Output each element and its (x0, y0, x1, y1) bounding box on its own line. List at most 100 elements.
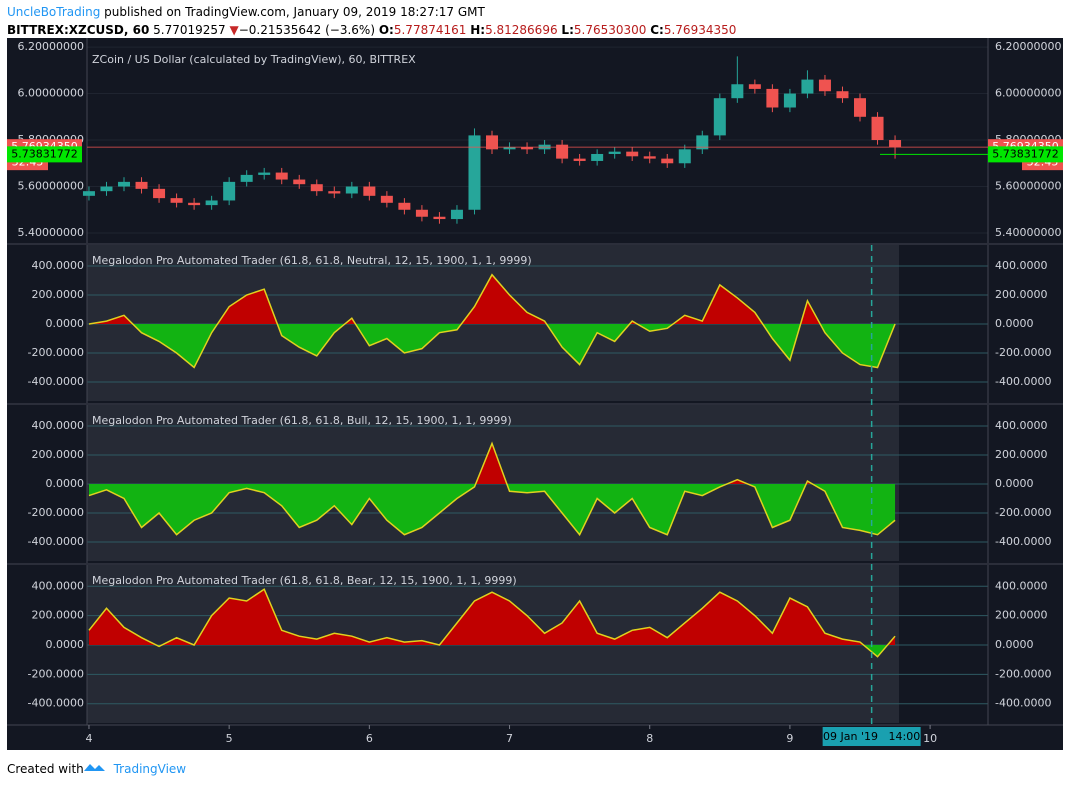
crosshair-label-box (822, 727, 921, 746)
candle-body (678, 149, 691, 164)
pane-title: Megalodon Pro Automated Trader (61.8, 61… (92, 414, 512, 427)
area-positive (88, 443, 896, 484)
candle-body (275, 172, 288, 180)
y-tick-label: 5.40000000 (995, 226, 1061, 239)
candle-body (731, 84, 744, 99)
area-negative (88, 484, 896, 535)
oscillator-line (88, 273, 896, 369)
area-positive (88, 589, 896, 645)
ohlc-value: 5.76934350 (664, 23, 737, 37)
plots: 5.40000000 5.40000000 5.60000000 5.60000000… (7, 38, 1063, 746)
candle-body (748, 84, 761, 89)
candle-body (170, 198, 183, 203)
y-tick-label: 200.0000 (32, 288, 85, 301)
candle-body (836, 91, 849, 99)
x-tick-label: 10 (923, 732, 937, 745)
y-tick-label: 400.0000 (32, 419, 85, 432)
candle-body (415, 209, 428, 217)
candle-body (468, 135, 481, 210)
y-tick-label: 5.60000000 (18, 180, 84, 193)
candle-body (661, 158, 674, 164)
y-tick-label: -400.0000 (28, 697, 84, 710)
y-tick-label: 0.0000 (46, 638, 85, 651)
ohlc-value: 5.81286696 (485, 23, 558, 37)
candle-body (713, 98, 726, 136)
y-tick-label: 0.0000 (46, 317, 85, 330)
y-tick-label: 5.40000000 (18, 226, 84, 239)
y-tick-label: -200.0000 (995, 346, 1051, 359)
crosshair-label: 09 Jan '19 14:00 (823, 730, 920, 743)
candle-body (801, 79, 814, 94)
x-tick-label: 6 (366, 732, 373, 745)
published-text: published on TradingView.com, January 09… (104, 5, 485, 19)
header-line: UncleBoTrading published on TradingView.… (7, 5, 485, 19)
y-tick-label: 400.0000 (32, 579, 85, 592)
candle-body (854, 98, 867, 117)
brand[interactable]: TradingView (113, 762, 187, 776)
y-tick-label: -200.0000 (995, 506, 1051, 519)
candle-body (433, 216, 446, 220)
candle-body (328, 191, 341, 194)
candle-body (591, 153, 604, 161)
ohlc-label: O: (379, 23, 394, 37)
y-tick-label: 200.0000 (32, 448, 85, 461)
area-negative (88, 324, 896, 368)
candle-body (556, 144, 569, 159)
y-tick-label: -200.0000 (995, 667, 1051, 680)
level-label-box (988, 146, 1063, 163)
y-tick-label: 200.0000 (32, 609, 85, 622)
y-tick-label: 400.0000 (995, 259, 1048, 272)
candle-body (293, 179, 306, 185)
pane-title: ZCoin / US Dollar (calculated by Trading… (92, 53, 416, 66)
candle-body (696, 135, 709, 150)
candle-body (626, 151, 639, 157)
candle-body (503, 147, 516, 150)
candle-body (345, 186, 358, 194)
y-tick-label: 400.0000 (32, 259, 85, 272)
y-tick-label: 6.00000000 (995, 87, 1061, 100)
price: 5.77019257 (153, 23, 226, 37)
ohlc-value: 5.76530300 (574, 23, 647, 37)
level-label: 5.73831772 (992, 147, 1058, 160)
candle-body (608, 151, 621, 154)
candle-body (871, 116, 884, 141)
candle-body (889, 140, 902, 148)
y-tick-label: 0.0000 (995, 317, 1034, 330)
oscillator-line (88, 441, 896, 537)
area-positive (88, 274, 896, 324)
ohlc-label: L: (561, 23, 573, 37)
candle-body (398, 202, 411, 210)
publisher[interactable]: UncleBoTrading (7, 5, 100, 19)
candle-body (450, 209, 463, 220)
y-tick-label: 0.0000 (46, 477, 85, 490)
candle-body (380, 195, 393, 203)
y-tick-label: 200.0000 (995, 609, 1048, 622)
ohlc-label: H: (470, 23, 485, 37)
candle-body (310, 184, 323, 192)
candle-body (643, 156, 656, 159)
candle-body (188, 202, 201, 206)
x-tick-label: 8 (646, 732, 653, 745)
candle-body (118, 181, 131, 187)
y-tick-label: -200.0000 (28, 667, 84, 680)
pane-title: Megalodon Pro Automated Trader (61.8, 61… (92, 574, 517, 587)
y-tick-label: 400.0000 (995, 579, 1048, 592)
y-tick-label: -400.0000 (995, 375, 1051, 388)
y-tick-label: 200.0000 (995, 448, 1048, 461)
y-tick-label: -200.0000 (28, 506, 84, 519)
y-tick-label: 6.00000000 (18, 87, 84, 100)
brand-logo (84, 764, 105, 771)
y-tick-label: 0.0000 (995, 477, 1034, 490)
candle-body (205, 200, 218, 206)
candle-body (783, 93, 796, 108)
pane-title: Megalodon Pro Automated Trader (61.8, 61… (92, 254, 532, 267)
candle-body (153, 188, 166, 199)
y-tick-label: -400.0000 (28, 535, 84, 548)
y-tick-label: -400.0000 (995, 535, 1051, 548)
candle-body (818, 79, 831, 92)
y-tick-label: 6.20000000 (995, 40, 1061, 53)
candle-body (766, 88, 779, 108)
symbol-line: BITTREX:XZCUSD, 60 5.77019257 ▼−0.215356… (7, 23, 736, 37)
